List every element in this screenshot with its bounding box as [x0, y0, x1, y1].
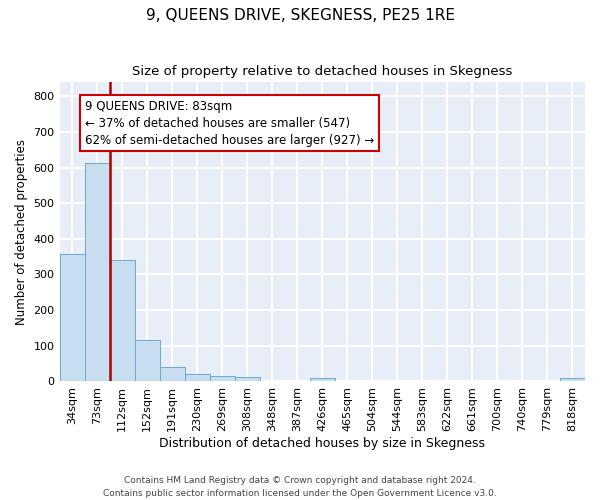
Title: Size of property relative to detached houses in Skegness: Size of property relative to detached ho… [132, 65, 512, 78]
Bar [235, 377, 260, 382]
Bar [59, 254, 85, 382]
Bar [560, 378, 585, 382]
Bar [134, 340, 160, 382]
Bar [110, 260, 134, 382]
X-axis label: Distribution of detached houses by size in Skegness: Distribution of detached houses by size … [159, 437, 485, 450]
Bar [185, 374, 209, 382]
Y-axis label: Number of detached properties: Number of detached properties [15, 138, 28, 324]
Bar [310, 378, 335, 382]
Bar [160, 367, 185, 382]
Bar [209, 376, 235, 382]
Bar [85, 163, 110, 382]
Text: 9 QUEENS DRIVE: 83sqm
← 37% of detached houses are smaller (547)
62% of semi-det: 9 QUEENS DRIVE: 83sqm ← 37% of detached … [85, 100, 374, 147]
Text: 9, QUEENS DRIVE, SKEGNESS, PE25 1RE: 9, QUEENS DRIVE, SKEGNESS, PE25 1RE [146, 8, 455, 22]
Text: Contains HM Land Registry data © Crown copyright and database right 2024.
Contai: Contains HM Land Registry data © Crown c… [103, 476, 497, 498]
